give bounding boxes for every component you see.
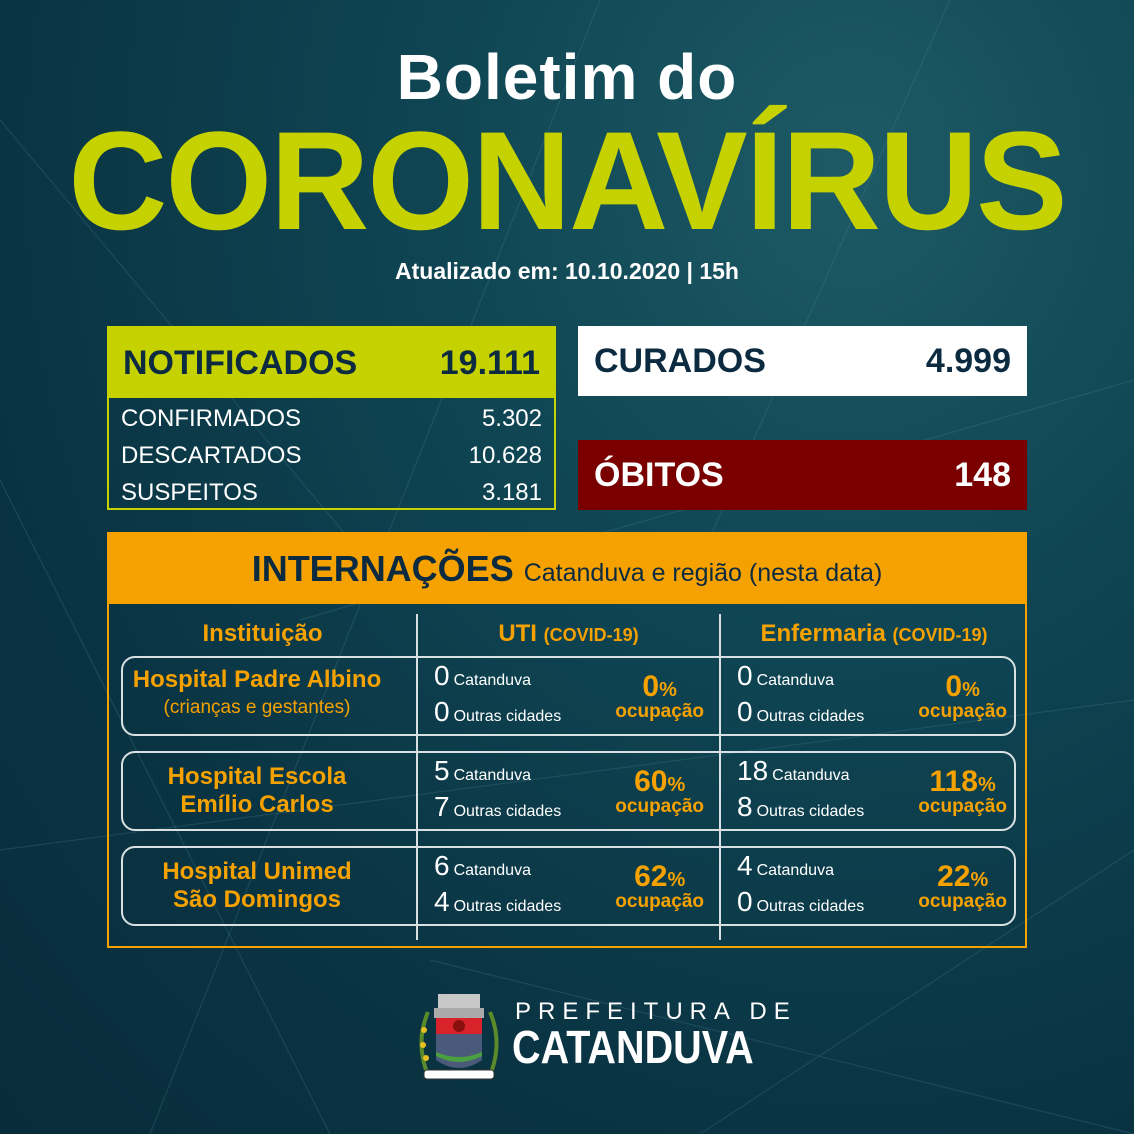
ocupacao-value: 60 [634,765,668,798]
catanduva-label: Catanduva [756,862,834,879]
enf-cell: 0 Catanduva 0 Outras cidades 0% ocupação [721,658,1021,734]
percent-sign: % [659,679,677,701]
outras-label: Outras cidades [756,898,865,915]
suspeitos-row: SUSPEITOS 3.181 [109,474,554,511]
column-divider [719,614,721,940]
row-value: 5.302 [481,404,542,432]
ocupacao-label: ocupação [615,701,704,722]
column-header-instituicao: Instituição [202,620,323,647]
catanduva-count: 6 [434,850,450,881]
row-label: SUSPEITOS [121,478,258,506]
ocupacao: 62% ocupação [615,860,704,912]
outras-label: Outras cidades [756,708,865,725]
ocupacao-label: ocupação [918,796,1007,817]
catanduva-crest-logo [419,994,499,1080]
row-label: DESCARTADOS [121,441,302,469]
row-label: CONFIRMADOS [121,404,301,432]
outras-count: 0 [737,696,753,727]
internacoes-subtitle: Catanduva e região (nesta data) [523,559,883,587]
percent-sign: % [970,869,989,891]
catanduva-label: Catanduva [756,672,834,689]
curados-panel: CURADOS 4.999 [578,326,1027,396]
catanduva-label: Catanduva [772,767,850,784]
internacoes-panel: INTERNAÇÕES Catanduva e região (nesta dat… [107,532,1027,948]
catanduva-count: 5 [434,755,450,786]
catanduva-count: 4 [737,850,753,881]
percent-sign: % [977,774,996,796]
ocupacao-value: 22 [937,860,971,893]
outras-label: Outras cidades [453,708,562,725]
uti-cell: 0 Catanduva 0 Outras cidades 0% ocupação [418,658,718,734]
hospital-name: Hospital Padre Albino (crianças e gestant… [132,666,382,718]
outras-label: Outras cidades [453,803,562,820]
uti-cell: 6 Catanduva 4 Outras cidades 62% ocupação [418,848,718,924]
ocupacao-value: 0 [642,670,660,703]
column-header-enfermaria: Enfermaria (COVID-19) [760,620,988,647]
outras-count: 0 [434,696,450,727]
uti-cell: 5 Catanduva 7 Outras cidades 60% ocupação [418,753,718,829]
catanduva-count: 0 [434,660,450,691]
enf-cell: 4 Catanduva 0 Outras cidades 22% ocupação [721,848,1021,924]
prefeitura-label: PREFEITURA DE [515,998,797,1025]
enf-cell: 18 Catanduva 8 Outras cidades 118% ocupação [721,753,1021,829]
ocupacao-label: ocupação [918,701,1007,722]
title-line1: Boletim do [396,41,738,113]
ocupacao: 0% ocupação [615,670,704,722]
ocupacao: 22% ocupação [918,860,1007,912]
column-divider [416,614,418,940]
catanduva-label: Catanduva [453,862,531,879]
notificados-panel: NOTIFICADOS 19.111 CONFIRMADOS 5.302 DESCA… [107,326,556,510]
catanduva-count: 18 [737,755,769,786]
catanduva-count: 0 [737,660,753,691]
ocupacao-value: 0 [945,670,963,703]
catanduva-label: CATANDUVA [512,1021,754,1073]
percent-sign: % [667,774,686,796]
hospital-row [121,656,1016,736]
obitos-panel: ÓBITOS 148 [578,440,1027,510]
ocupacao: 60% ocupação [615,765,704,817]
notificados-label: NOTIFICADOS [123,343,358,382]
hospital-row [121,846,1016,926]
ocupacao: 0% ocupação [918,670,1007,722]
descartados-row: DESCARTADOS 10.628 [109,437,554,474]
row-value: 3.181 [481,478,542,506]
outras-count: 8 [737,791,753,822]
catanduva-label: Catanduva [453,767,531,784]
outras-label: Outras cidades [453,898,562,915]
outras-label: Outras cidades [756,803,865,820]
catanduva-label: Catanduva [453,672,531,689]
curados-label: CURADOS [594,341,766,380]
ocupacao: 118% ocupação [918,765,1007,817]
hospital-name: Hospital Escola Emílio Carlos [167,763,347,818]
ocupacao-label: ocupação [615,891,704,912]
obitos-value: 148 [954,455,1011,494]
notificados-value: 19.111 [439,343,540,382]
hospital-row [121,751,1016,831]
ocupacao-value: 62 [634,860,668,893]
hospital-name: Hospital Unimed São Domingos [162,858,352,913]
percent-sign: % [667,869,686,891]
confirmados-row: CONFIRMADOS 5.302 [109,400,554,437]
ocupacao-label: ocupação [615,796,704,817]
column-header-uti: UTI (COVID-19) [498,620,639,647]
title-line2: CORONAVÍRUS [68,102,1067,259]
outras-count: 0 [737,886,753,917]
outras-count: 7 [434,791,450,822]
percent-sign: % [962,679,980,701]
obitos-label: ÓBITOS [594,455,724,494]
ocupacao-value: 118 [929,765,978,798]
row-value: 10.628 [468,441,542,469]
internacoes-title: INTERNAÇÕES [251,548,514,589]
ocupacao-label: ocupação [918,891,1007,912]
updated-text: Atualizado em: 10.10.2020 | 15h [395,258,739,284]
outras-count: 4 [434,886,450,917]
curados-value: 4.999 [925,341,1011,380]
